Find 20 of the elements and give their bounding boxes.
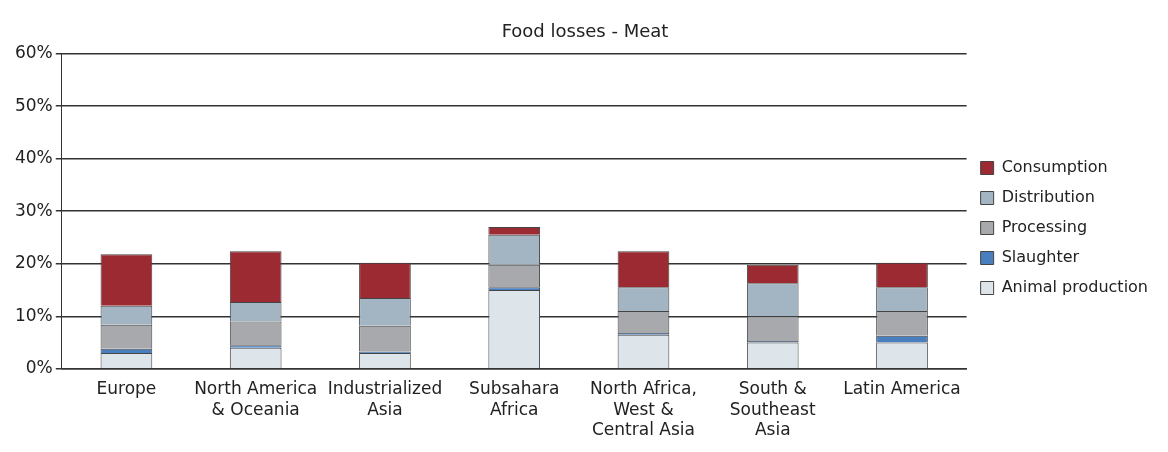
y-tick-label: 50% xyxy=(14,94,53,115)
y-tick-label: 40% xyxy=(14,147,53,168)
x-tick-label: South & Southeast Asia xyxy=(729,378,816,440)
x-tick-label: North Africa, West & Central Asia xyxy=(590,378,697,440)
legend-label: Slaughter xyxy=(1001,247,1080,267)
chart-title: Food losses - Meat xyxy=(501,20,669,42)
legend-label: Consumption xyxy=(1001,157,1108,177)
x-tick-label: Subsahara Africa xyxy=(469,378,560,419)
x-tick-label: Industrialized Asia xyxy=(327,378,443,419)
y-tick-label: 20% xyxy=(14,252,53,273)
y-tick-label: 0% xyxy=(25,357,53,378)
y-tick-label: 30% xyxy=(14,199,53,220)
legend-label: Animal production xyxy=(1001,277,1149,297)
x-tick-label: North America & Oceania xyxy=(194,378,318,419)
x-tick-label: Europe xyxy=(96,378,157,399)
legend-label: Processing xyxy=(1001,217,1088,237)
y-tick-label: 10% xyxy=(14,304,53,325)
x-tick-label: Latin America xyxy=(843,378,961,399)
y-tick-label: 60% xyxy=(14,42,53,63)
legend-label: Distribution xyxy=(1001,187,1095,207)
